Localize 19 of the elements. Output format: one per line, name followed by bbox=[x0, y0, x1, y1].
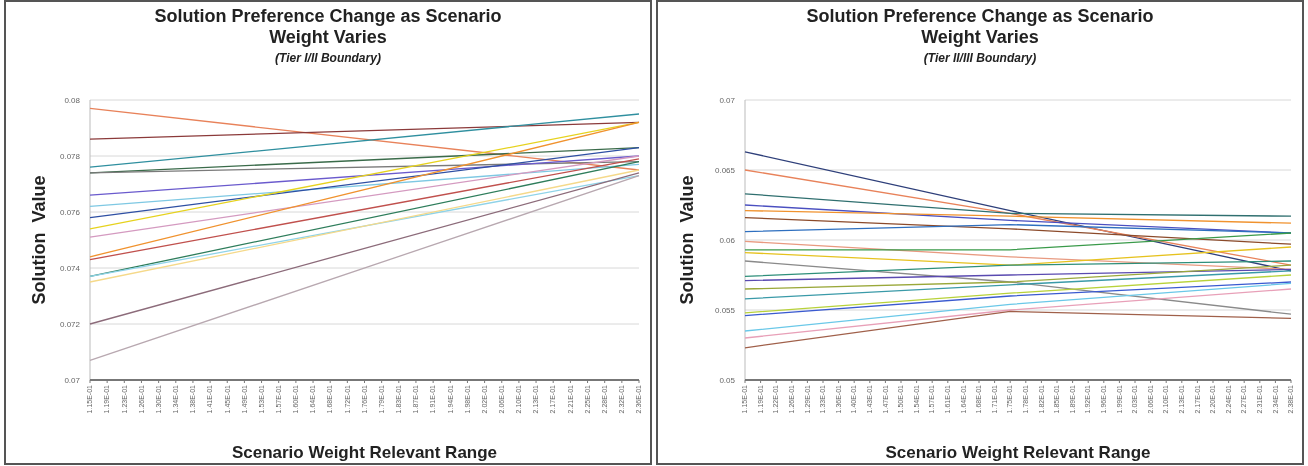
chart-subtitle: (Tier II/III Boundary) bbox=[923, 51, 1037, 65]
chart-subtitle: (Tier I/II Boundary) bbox=[275, 51, 381, 65]
y-tick-label: 0.078 bbox=[59, 151, 81, 161]
x-axis-title: Scenario Weight Relevant Range bbox=[885, 443, 1151, 462]
y-tick-label: 0.065 bbox=[714, 165, 736, 175]
y-tick-label: 0.072 bbox=[59, 319, 81, 329]
chart-title: Solution Preference Change as Scenario Weight Varies bbox=[154, 6, 502, 47]
y-tick-label: 0.06 bbox=[719, 235, 736, 245]
y-axis-title: Solution Value bbox=[29, 175, 49, 305]
chart-title: Solution Preference Change as Scenario Weight Varies bbox=[806, 6, 1154, 47]
x-axis-title: Scenario Weight Relevant Range bbox=[231, 443, 498, 462]
y-tick-label: 0.076 bbox=[59, 207, 81, 217]
y-axis-title: Solution Value bbox=[677, 175, 697, 305]
y-tick-label: 0.05 bbox=[719, 375, 736, 385]
y-tick-label: 0.074 bbox=[59, 263, 81, 273]
y-tick-label: 0.08 bbox=[64, 95, 81, 105]
y-tick-label: 0.07 bbox=[719, 95, 736, 105]
y-tick-label: 0.07 bbox=[64, 375, 81, 385]
y-tick-label: 0.055 bbox=[714, 305, 736, 315]
